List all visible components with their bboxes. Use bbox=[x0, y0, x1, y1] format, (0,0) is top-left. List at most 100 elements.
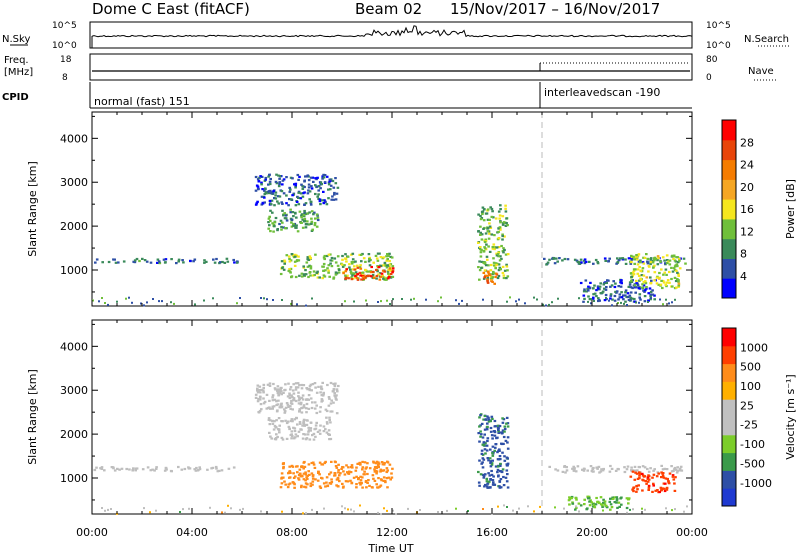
data-cell bbox=[638, 472, 641, 475]
data-cell bbox=[268, 384, 272, 387]
data-cell bbox=[269, 219, 272, 222]
data-cell bbox=[670, 266, 673, 269]
data-cell bbox=[639, 269, 643, 272]
data-cell bbox=[657, 472, 660, 475]
data-cell bbox=[490, 277, 494, 280]
data-cell bbox=[376, 463, 380, 466]
data-cell bbox=[308, 255, 312, 258]
data-cell bbox=[356, 264, 359, 267]
data-cell bbox=[482, 476, 486, 479]
data-cell bbox=[308, 387, 311, 390]
data-cell bbox=[671, 475, 675, 478]
colorbar-tick-label: 500 bbox=[740, 361, 761, 374]
data-cell bbox=[641, 507, 643, 510]
data-cell bbox=[379, 469, 383, 472]
data-cell bbox=[265, 192, 268, 195]
scatter-region bbox=[482, 270, 499, 285]
data-cell bbox=[633, 469, 637, 472]
data-cell bbox=[656, 255, 660, 258]
data-cell bbox=[638, 466, 641, 469]
data-cell bbox=[663, 271, 666, 274]
data-cell bbox=[481, 436, 485, 439]
data-cell bbox=[677, 279, 680, 282]
data-cell bbox=[498, 448, 501, 451]
data-cell bbox=[632, 255, 635, 258]
data-cell bbox=[349, 270, 353, 273]
data-cell bbox=[650, 261, 653, 264]
data-cell bbox=[608, 257, 611, 260]
data-cell bbox=[485, 480, 489, 483]
data-cell bbox=[325, 175, 329, 178]
data-cell bbox=[354, 260, 357, 263]
data-cell bbox=[486, 280, 489, 283]
data-cell bbox=[284, 483, 287, 486]
data-cell bbox=[348, 266, 351, 269]
data-cell bbox=[296, 386, 300, 389]
data-cell bbox=[274, 180, 278, 183]
data-cell bbox=[499, 458, 502, 461]
data-cell bbox=[314, 386, 317, 389]
data-cell bbox=[663, 467, 667, 470]
data-cell bbox=[107, 260, 111, 264]
data-cell bbox=[665, 486, 669, 489]
data-cell bbox=[143, 304, 145, 307]
data-cell bbox=[641, 465, 645, 468]
y-tick-label: 4000 bbox=[60, 340, 88, 353]
data-cell bbox=[611, 497, 615, 500]
data-cell bbox=[256, 384, 260, 387]
data-cell bbox=[302, 384, 306, 387]
data-cell bbox=[329, 188, 332, 191]
data-cell bbox=[256, 400, 260, 403]
data-cell bbox=[358, 271, 362, 274]
data-cell bbox=[335, 388, 339, 391]
data-cell bbox=[595, 466, 598, 469]
data-cell bbox=[486, 281, 490, 284]
data-cell bbox=[557, 297, 559, 300]
data-cell bbox=[276, 385, 280, 388]
data-cell bbox=[493, 419, 497, 423]
data-cell bbox=[575, 506, 578, 509]
data-cell bbox=[232, 258, 235, 262]
data-cell bbox=[290, 437, 293, 440]
data-cell bbox=[649, 290, 653, 293]
data-cell bbox=[591, 467, 595, 470]
data-cell bbox=[344, 507, 346, 510]
data-cell bbox=[279, 272, 283, 276]
data-cell bbox=[261, 202, 265, 205]
data-cell bbox=[322, 173, 325, 176]
data-cell bbox=[539, 505, 541, 508]
data-cell bbox=[617, 285, 620, 288]
data-cell bbox=[588, 504, 592, 507]
data-cell bbox=[215, 467, 218, 470]
data-cell bbox=[386, 469, 389, 472]
data-cell bbox=[493, 248, 496, 251]
data-cell bbox=[491, 459, 494, 462]
data-cell bbox=[305, 261, 309, 264]
data-cell bbox=[294, 386, 298, 389]
data-cell bbox=[193, 468, 196, 471]
data-cell bbox=[256, 188, 260, 191]
data-cell bbox=[505, 422, 508, 425]
data-cell bbox=[380, 272, 384, 275]
data-cell bbox=[647, 474, 650, 477]
data-cell bbox=[296, 382, 300, 385]
data-cell bbox=[497, 430, 500, 433]
data-cell bbox=[110, 508, 112, 510]
data-cell bbox=[634, 291, 637, 294]
data-cell bbox=[489, 430, 493, 433]
data-cell bbox=[304, 202, 308, 205]
data-cell bbox=[599, 292, 603, 295]
data-cell bbox=[284, 406, 288, 409]
data-cell bbox=[301, 437, 305, 440]
data-cell bbox=[527, 505, 529, 508]
data-cell bbox=[647, 299, 650, 302]
data-cell bbox=[635, 301, 637, 304]
data-cell bbox=[275, 182, 279, 185]
data-cell bbox=[578, 510, 580, 513]
data-cell bbox=[643, 256, 647, 259]
data-cell bbox=[615, 262, 618, 265]
data-cell bbox=[305, 387, 308, 390]
data-cell bbox=[262, 386, 265, 389]
data-cell bbox=[662, 273, 665, 276]
data-cell bbox=[274, 194, 277, 197]
